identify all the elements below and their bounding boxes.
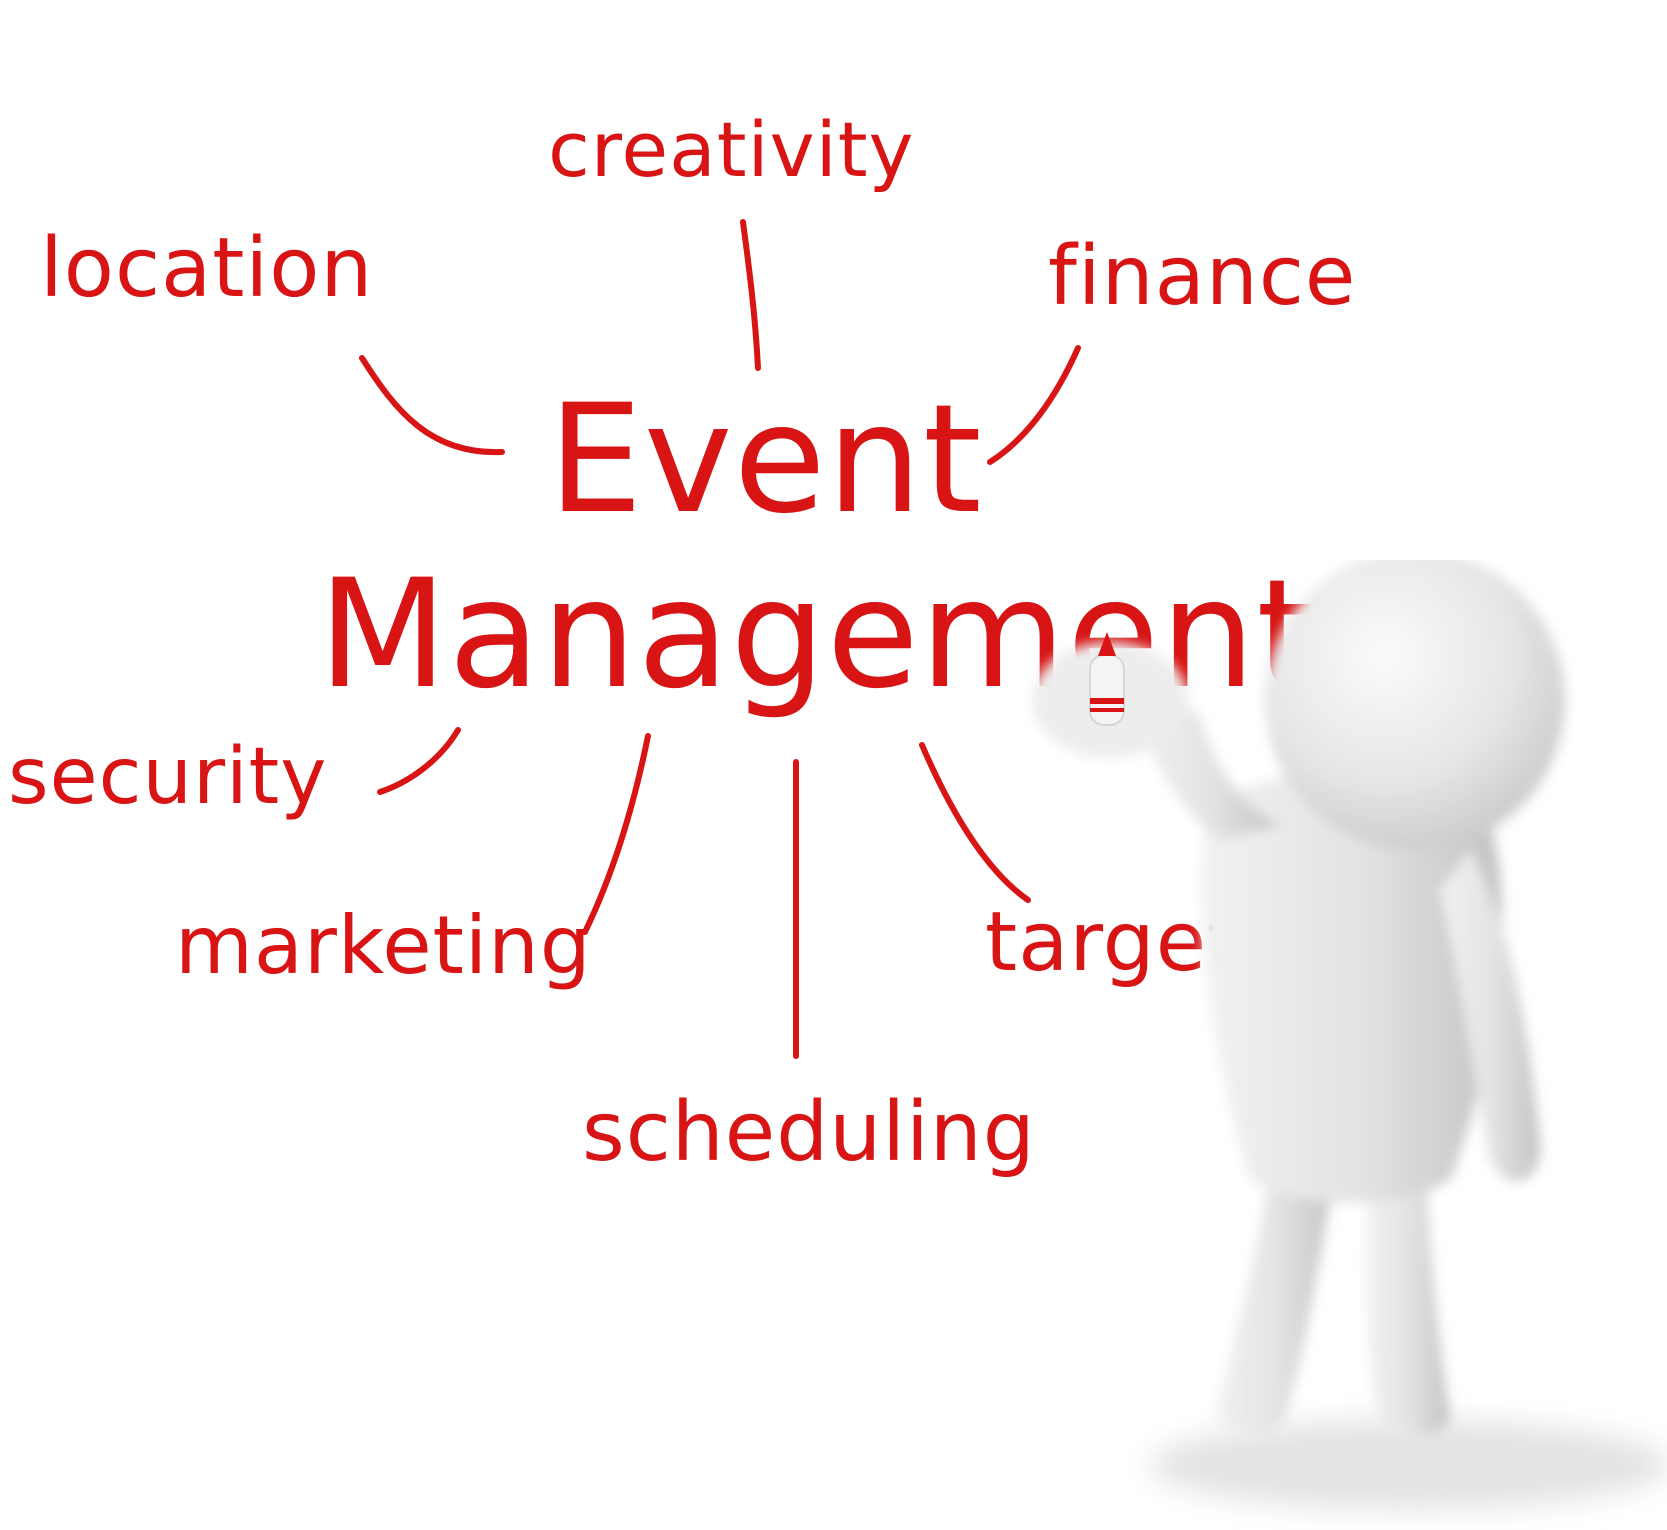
- marker-pen-icon: [1089, 632, 1125, 726]
- connector-target: [919, 742, 1031, 903]
- connector-finance: [987, 345, 1081, 465]
- node-location: location: [40, 221, 374, 316]
- floor-shadow: [1150, 1420, 1667, 1510]
- 3d-person-writing-icon: [1032, 560, 1667, 1510]
- connector-marketing: [582, 733, 651, 935]
- figure-body: [1032, 560, 1565, 1437]
- node-marketing: marketing: [175, 899, 592, 992]
- node-finance: finance: [1048, 229, 1357, 324]
- node-target: target: [985, 895, 1241, 990]
- connector-location: [359, 355, 505, 456]
- node-creativity: creativity: [548, 105, 915, 194]
- node-scheduling: scheduling: [582, 1085, 1036, 1180]
- connector-creativity: [740, 219, 761, 371]
- connector-security: [377, 727, 461, 795]
- node-security: security: [8, 732, 328, 822]
- center-title-line1: Event: [548, 373, 983, 547]
